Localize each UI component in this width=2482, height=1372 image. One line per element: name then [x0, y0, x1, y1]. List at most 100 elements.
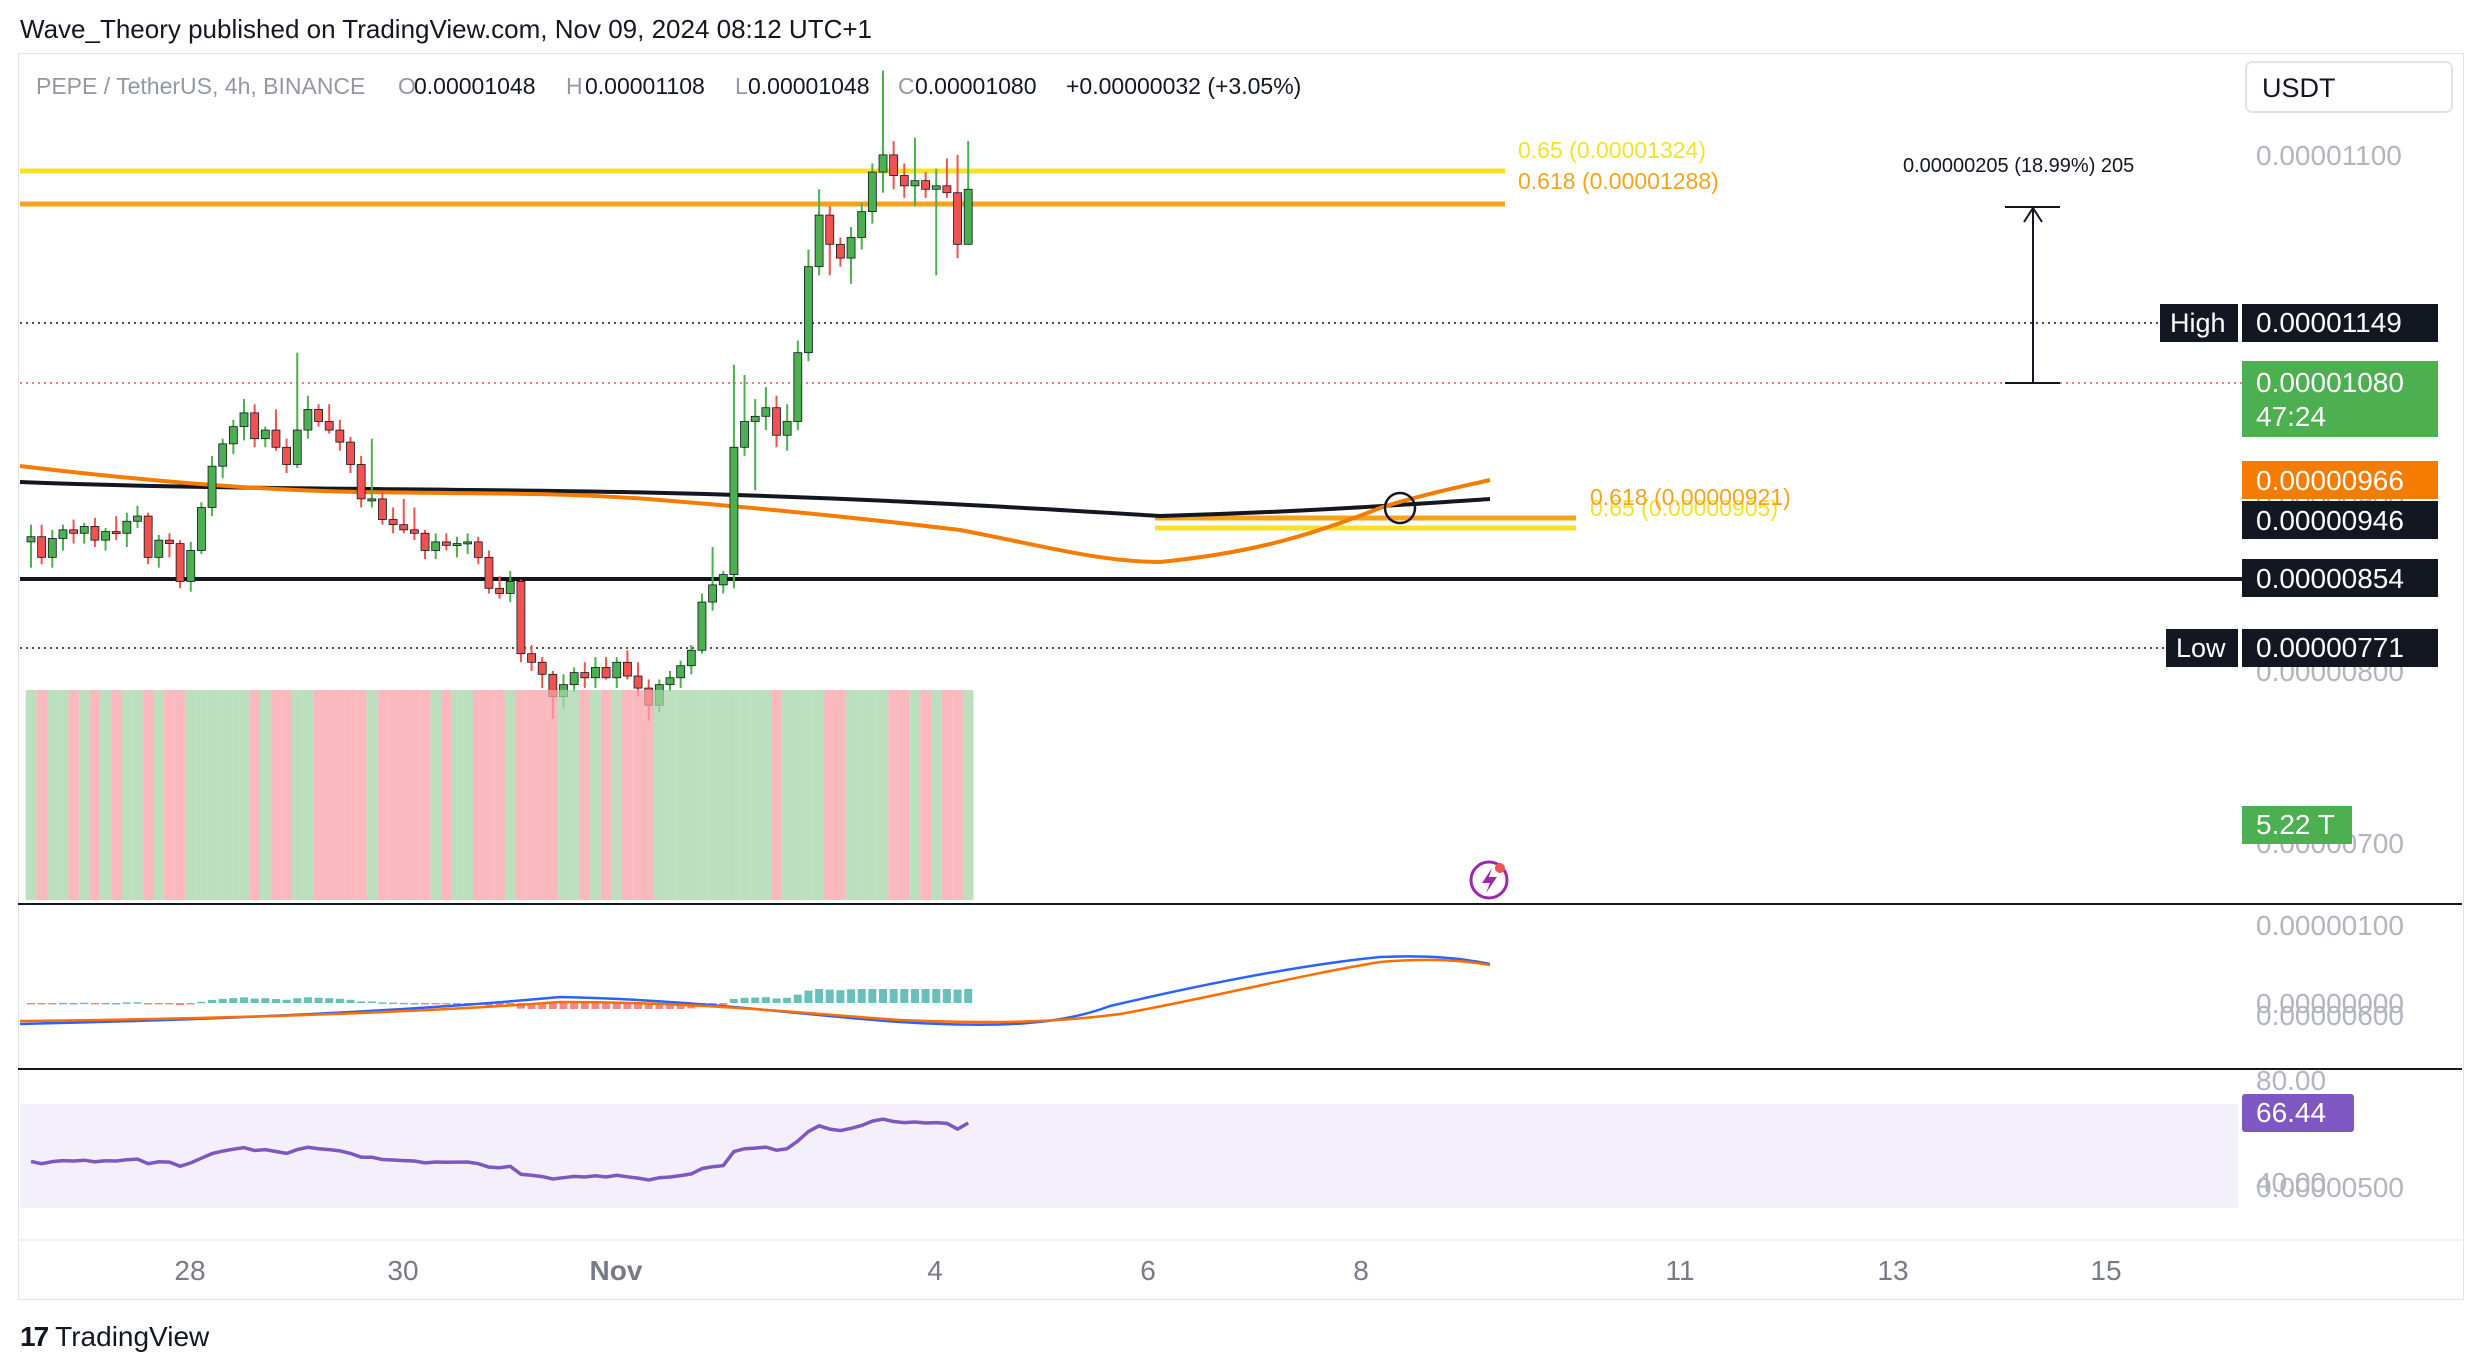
footer-brand[interactable]: 17 TradingView	[20, 1321, 209, 1353]
candle-body	[857, 211, 867, 238]
measure-tool[interactable]	[2005, 206, 2060, 384]
macd-bar	[804, 990, 813, 1003]
candle-body	[143, 515, 153, 558]
macd-bar	[399, 1002, 408, 1005]
volume-value-badge	[2242, 806, 2352, 844]
volume-bar	[302, 690, 314, 900]
alert-dot	[1495, 863, 1505, 873]
high-value: 0.00001149	[2256, 307, 2402, 338]
candle-body	[335, 429, 345, 443]
volume-bar	[835, 690, 846, 900]
macd-bar	[761, 997, 770, 1003]
candle-body	[633, 675, 643, 689]
volume-bar	[654, 690, 665, 900]
volume-bar	[78, 690, 90, 900]
candle-body	[228, 426, 238, 445]
volume-bar	[930, 690, 942, 900]
rsi-tick-upper: 80.00	[2256, 1065, 2326, 1096]
candle-body	[367, 498, 377, 502]
candle-body	[878, 154, 888, 173]
volume-bar	[664, 690, 676, 900]
macd-bar	[80, 1002, 89, 1005]
candle-body	[111, 531, 121, 534]
volume-bar	[877, 690, 889, 900]
macd-bar	[942, 989, 951, 1003]
ema50-badge	[2242, 461, 2438, 499]
candle-body	[505, 581, 515, 594]
macd-bar	[176, 1003, 185, 1006]
macd-bar	[69, 1003, 78, 1005]
ohlc-high-letter: H	[566, 73, 583, 99]
x-tick-label: 28	[174, 1255, 205, 1286]
macd-bar	[783, 997, 792, 1003]
macd-bar	[282, 999, 291, 1003]
volume-bar	[25, 690, 37, 900]
volume-bar	[558, 690, 569, 900]
volume-bar	[409, 690, 420, 900]
arrowhead-icon	[2023, 206, 2043, 223]
macd-bar	[378, 1002, 387, 1004]
x-tick-label: 6	[1140, 1255, 1156, 1286]
volume-bar	[739, 690, 750, 900]
volume-bar	[803, 690, 814, 900]
volume-bar	[867, 690, 878, 900]
volume-bar	[313, 690, 324, 900]
high-tag	[2160, 304, 2238, 342]
candle-body	[601, 667, 611, 679]
volume-bar	[100, 690, 111, 900]
volume-bar	[888, 690, 899, 900]
macd-bar	[303, 997, 312, 1003]
volume-bar	[515, 690, 527, 900]
x-tick-label: 4	[927, 1255, 943, 1286]
volume-bar	[366, 690, 378, 900]
macd-bar	[27, 1003, 35, 1005]
chart-frame	[18, 53, 2464, 1300]
candle-body	[495, 587, 505, 594]
candle-body	[867, 171, 877, 213]
ohlc-close-letter: C	[898, 73, 915, 99]
volume-bar	[856, 690, 868, 900]
candle-body	[101, 531, 110, 541]
currency-button[interactable]	[2245, 61, 2453, 113]
fib-065-lower-label: 0.65 (0.00000905)	[1590, 495, 1778, 521]
macd-bar	[559, 1003, 568, 1009]
low-value: 0.00000771	[2256, 632, 2404, 663]
volume-value: 5.22 T	[2256, 809, 2335, 840]
current-price-badge	[2242, 361, 2438, 437]
volume-bar	[238, 690, 250, 900]
candle-body	[899, 175, 909, 187]
macd-bar	[879, 989, 887, 1003]
volume-bar	[909, 690, 921, 900]
ema200-value: 0.00000946	[2256, 505, 2404, 536]
volume-bar	[174, 690, 186, 900]
ohlc-close-value: 0.00001080	[915, 73, 1037, 99]
macd-bar	[772, 998, 781, 1003]
volume-bar	[419, 690, 431, 900]
candle-body	[122, 520, 132, 534]
candles	[26, 70, 973, 721]
candle-body	[260, 429, 270, 440]
volume-bar	[600, 690, 612, 900]
volume-bar	[707, 690, 718, 900]
macd-bar	[48, 1003, 57, 1005]
volume-bar	[824, 690, 836, 900]
volume-bar	[898, 690, 910, 900]
volume-bar	[110, 690, 122, 900]
macd-bar	[655, 1003, 664, 1009]
ohlc-open-letter: O	[398, 73, 416, 99]
candle-body	[708, 584, 717, 603]
rsi-value: 66.44	[2256, 1097, 2326, 1128]
macd-bar	[602, 1003, 611, 1009]
candle-body	[441, 541, 451, 546]
macd-bar	[314, 997, 323, 1003]
macd-line	[19, 955, 1491, 1026]
macd-bar	[250, 998, 259, 1003]
y-tick-label: 0.00001100	[2256, 140, 2402, 171]
volume-bar	[430, 690, 442, 900]
macd-bar	[815, 989, 824, 1003]
ohlc-low-letter: L	[735, 73, 748, 99]
macd-bar	[367, 1001, 376, 1003]
volume-bar	[717, 690, 729, 900]
macd-bar	[208, 999, 217, 1003]
